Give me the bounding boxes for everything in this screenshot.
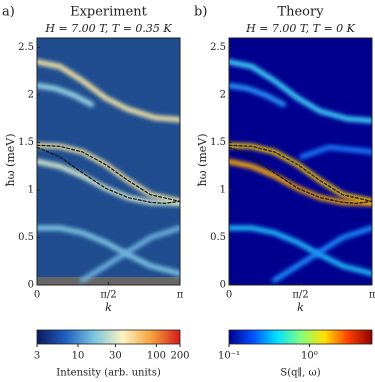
- plot-background: [37, 38, 180, 285]
- y-tick-label: 0: [220, 280, 226, 291]
- y-axis-label: ħω (meV): [4, 133, 17, 186]
- band: [229, 59, 372, 124]
- colorbar-tick-label: 3: [34, 351, 40, 362]
- x-tick-label: 0: [226, 290, 232, 301]
- band: [80, 225, 180, 283]
- y-tick-label: 2.5: [18, 42, 34, 53]
- y-tick-label: 0.5: [210, 232, 226, 243]
- y-tick-label: 1.5: [210, 137, 226, 148]
- band: [37, 59, 180, 123]
- dashed-line: [229, 146, 372, 204]
- colorbar-tick-label: 10⁻¹: [218, 351, 240, 362]
- x-tick-label: π/2: [100, 290, 116, 301]
- chart-title: Experiment: [70, 5, 148, 20]
- colorbar: [36, 329, 181, 345]
- colorbar-label: S(q∥, ω): [280, 367, 320, 379]
- colorbar-label: Intensity (arb. units): [56, 368, 161, 379]
- panel-label: b): [194, 5, 207, 20]
- y-tick-label: 1: [220, 185, 226, 196]
- y-tick-label: 1.5: [18, 137, 34, 148]
- colorbar-tick-label: 10: [72, 351, 85, 362]
- y-tick-label: 0: [28, 280, 34, 291]
- band: [229, 83, 287, 107]
- x-tick-label: π: [177, 290, 184, 301]
- colorbar-tick-label: 30: [109, 351, 122, 362]
- colorbar: [228, 329, 373, 345]
- x-tick-label: 0: [34, 290, 40, 301]
- plot-area: [37, 38, 180, 285]
- band: [37, 225, 180, 277]
- colorbar-tick-label: 100: [147, 351, 166, 362]
- y-tick-label: 0.5: [18, 232, 34, 243]
- colorbar-tick-label: 200: [170, 351, 189, 362]
- y-tick-label: 1: [28, 185, 34, 196]
- x-axis-label: k: [105, 301, 112, 314]
- dashed-line: [37, 146, 180, 204]
- no-data-strip: [37, 277, 180, 285]
- chart-subtitle: H = 7.00 T, T = 0 K: [245, 22, 356, 35]
- plot-background: [229, 38, 372, 285]
- band: [272, 225, 372, 283]
- y-tick-label: 2: [28, 90, 34, 101]
- colorbar-tick-label: 10⁰: [301, 351, 318, 362]
- band: [229, 225, 372, 277]
- x-tick-label: π/2: [292, 290, 308, 301]
- x-tick-label: π: [369, 290, 375, 301]
- band: [299, 144, 372, 160]
- y-tick-label: 2.5: [210, 42, 226, 53]
- chart-subtitle: H = 7.00 T, T = 0.35 K: [44, 22, 172, 35]
- dashed-line: [229, 144, 372, 202]
- band: [37, 83, 95, 107]
- plot-area: [229, 38, 372, 285]
- dashed-line: [37, 144, 180, 202]
- chart-title: Theory: [277, 5, 324, 20]
- y-tick-label: 2: [220, 90, 226, 101]
- x-axis-label: k: [297, 301, 304, 314]
- panel-label: a): [2, 5, 15, 20]
- y-axis-label: ħω (meV): [196, 133, 209, 186]
